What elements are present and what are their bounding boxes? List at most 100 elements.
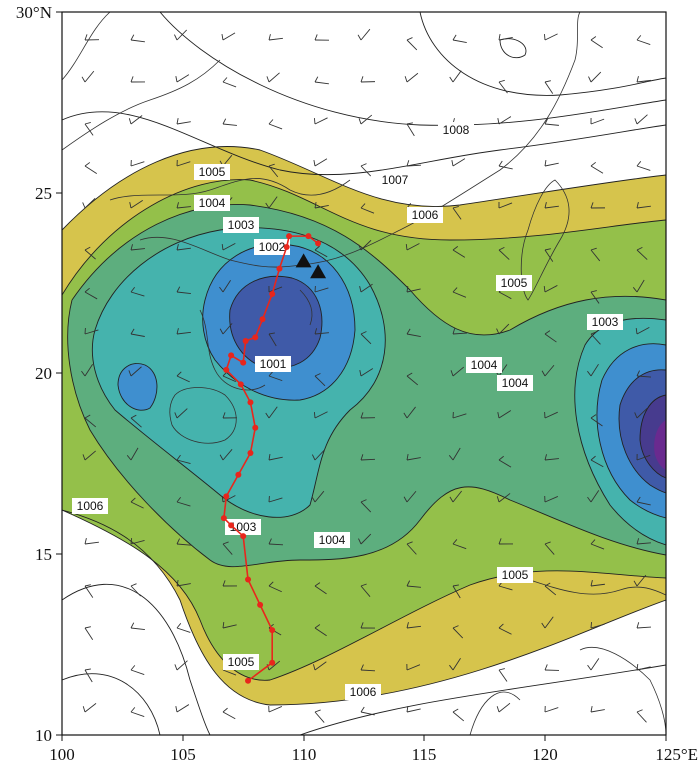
wind-barb [452, 627, 464, 639]
wind-barb-flag [452, 328, 456, 335]
isobar-label: 1006 [407, 207, 443, 223]
wind-barb-flag [314, 328, 318, 335]
wind-barb-flag [360, 412, 364, 419]
wind-barb [360, 501, 372, 513]
wind-barb-flag [84, 122, 91, 125]
wind-barb-flag [129, 202, 132, 209]
svg-text:1006: 1006 [412, 208, 439, 222]
wind-barb-flag [176, 244, 179, 251]
wind-barb [544, 364, 555, 377]
track-point [269, 627, 276, 634]
wind-barb [268, 37, 283, 41]
wind-barb-flag [452, 539, 458, 545]
wind-barb-flag [590, 621, 592, 629]
wind-barb-flag [222, 621, 225, 629]
wind-barb [498, 493, 511, 503]
wind-barb-flag [541, 370, 546, 377]
wind-barb-flag [314, 373, 321, 377]
wind-barb [498, 202, 513, 209]
wind-barb-flag [313, 411, 316, 419]
wind-barb [222, 279, 231, 293]
wind-barb [498, 459, 512, 468]
wind-barb-flag [130, 583, 137, 587]
wind-barb [406, 243, 420, 251]
wind-barb [360, 669, 376, 672]
wind-barb [130, 417, 142, 428]
wind-barb [314, 204, 329, 209]
wind-barb [222, 375, 236, 383]
wind-barb-flag [268, 623, 274, 629]
track-point [252, 334, 259, 341]
wind-barb-flag [130, 244, 133, 251]
wind-barb-flag [82, 202, 86, 209]
wind-barb [544, 333, 557, 343]
wind-barb-flag [452, 708, 459, 713]
wind-barb-flag [544, 248, 551, 251]
wind-barb [590, 709, 605, 713]
isobar-label: 1001 [255, 356, 291, 372]
wind-barb-flag [222, 707, 228, 713]
wind-barb [360, 239, 372, 251]
wind-barb [176, 29, 188, 41]
wind-barb [130, 366, 142, 377]
wind-barb-flag [406, 160, 410, 167]
y-tick-25: 25 [35, 184, 52, 203]
wind-barb-flag [314, 34, 318, 41]
wind-barb-flag [265, 202, 270, 209]
isobar-label: 1004 [497, 375, 533, 391]
wind-barb [452, 711, 465, 722]
wind-barb [314, 490, 325, 503]
wind-barb [544, 585, 557, 596]
wind-barb-flag [222, 412, 226, 419]
wind-barb-flag [497, 118, 500, 125]
wind-barb [452, 447, 461, 461]
wind-barb-flag [268, 581, 274, 587]
wind-barb [590, 39, 603, 49]
wind-barb [590, 658, 600, 671]
wind-barb-flag [636, 161, 642, 167]
wind-barb-flag [175, 76, 178, 83]
wind-barb-flag [449, 76, 454, 83]
wind-barb-flag [311, 496, 316, 503]
wind-barb [452, 413, 467, 419]
wind-barb [452, 249, 466, 258]
track-point [286, 233, 293, 240]
isobar-label: 1005 [194, 164, 230, 180]
wind-barb-flag [406, 372, 413, 377]
wind-barb [176, 375, 190, 383]
isobar-label: 1008 [438, 122, 474, 138]
wind-barb [636, 711, 647, 723]
wind-barb [268, 375, 283, 382]
track-point [228, 522, 235, 529]
wind-barb-flag [84, 414, 91, 419]
wind-barb [84, 70, 95, 83]
track-point [240, 359, 247, 366]
observation-stations [295, 253, 327, 279]
wind-barb [268, 123, 283, 130]
wind-barb [360, 114, 373, 125]
wind-barb-flag [590, 331, 597, 335]
wind-barb-flag [219, 286, 224, 293]
wind-barb-flag [174, 34, 178, 41]
wind-barb [314, 627, 327, 637]
track-point [276, 265, 283, 272]
wind-barb-flag [222, 580, 226, 587]
track-point [223, 493, 230, 500]
wind-barb-flag [314, 624, 321, 629]
wind-barb-flag [634, 412, 638, 419]
track-point [305, 233, 312, 240]
svg-text:1003: 1003 [228, 218, 255, 232]
wind-barb-flag [313, 160, 316, 167]
wind-barb [176, 206, 191, 209]
track-point [283, 243, 290, 250]
wind-barb-flag [406, 705, 409, 713]
wind-barb-flag [636, 370, 640, 377]
wind-barb-flag [634, 118, 638, 125]
wind-barb-flag [314, 76, 319, 83]
wind-barb [268, 406, 278, 419]
isobar-label: 1004 [314, 532, 350, 548]
wind-barb-flag [450, 370, 454, 377]
wind-barb [544, 411, 558, 419]
wind-barb [452, 291, 467, 298]
